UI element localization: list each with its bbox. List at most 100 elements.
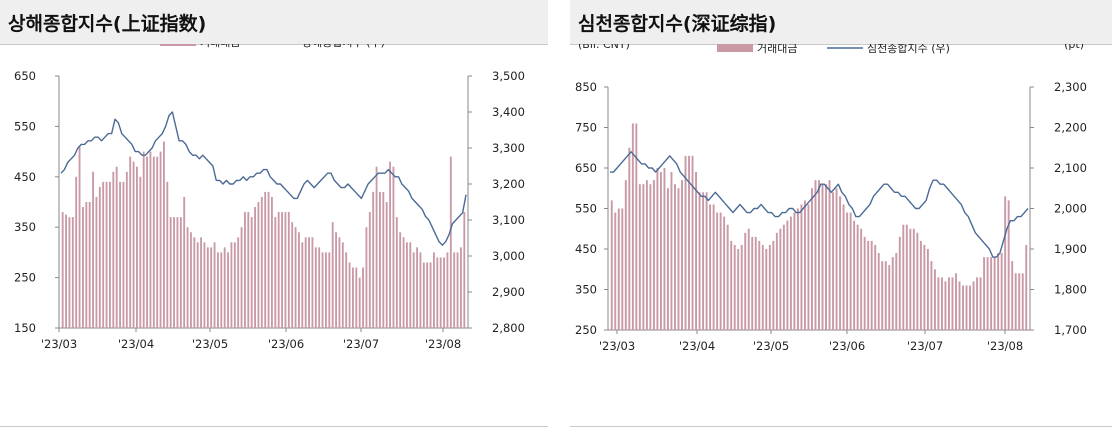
shenzhen-chart-title: 심천종합지수(深证综指) bbox=[578, 13, 777, 35]
shenzhen-x-tick-label: '23/05 bbox=[753, 339, 789, 353]
shenzhen-volume-bar bbox=[979, 277, 982, 330]
shenzhen-left-tick-label: 550 bbox=[575, 202, 597, 216]
shenzhen-volume-bar bbox=[751, 236, 754, 330]
shanghai-volume-bar bbox=[210, 247, 213, 328]
shanghai-left-tick-label: 550 bbox=[14, 119, 36, 133]
shenzhen-right-tick-label: 2,100 bbox=[1054, 161, 1087, 175]
shenzhen-volume-bar bbox=[926, 249, 929, 330]
shanghai-volume-bar bbox=[456, 252, 459, 328]
shanghai-volume-bar bbox=[385, 202, 388, 328]
shenzhen-volume-bar bbox=[744, 232, 747, 330]
shanghai-volume-bar bbox=[318, 247, 321, 328]
shenzhen-volume-bar bbox=[933, 269, 936, 330]
shenzhen-volume-bar bbox=[867, 240, 870, 330]
shenzhen-volume-bar bbox=[807, 204, 810, 330]
shanghai-volume-bar bbox=[449, 156, 452, 328]
shenzhen-left-unit: (Bil. CNY) bbox=[578, 44, 630, 51]
shenzhen-volume-bar bbox=[874, 244, 877, 330]
shanghai-volume-bar bbox=[139, 176, 142, 328]
shanghai-volume-bar bbox=[392, 166, 395, 328]
shanghai-volume-bar bbox=[267, 191, 270, 328]
shanghai-volume-bar bbox=[301, 242, 304, 328]
shanghai-volume-bar bbox=[119, 181, 121, 328]
shenzhen-volume-bar bbox=[737, 249, 740, 330]
shanghai-volume-bar bbox=[422, 262, 425, 328]
shanghai-volume-bar bbox=[453, 252, 456, 328]
shanghai-x-tick-label: '23/03 bbox=[41, 337, 77, 351]
shenzhen-volume-bar bbox=[642, 184, 645, 330]
shanghai-right-tick-label: 3,300 bbox=[492, 141, 525, 155]
shanghai-volume-bar bbox=[146, 156, 148, 328]
shanghai-volume-bar bbox=[314, 247, 317, 328]
shanghai-volume-bar bbox=[345, 252, 348, 328]
shenzhen-volume-bar bbox=[610, 200, 613, 330]
shenzhen-volume-bar bbox=[877, 253, 880, 330]
shanghai-volume-bar bbox=[352, 267, 354, 328]
shenzhen-volume-bar bbox=[726, 224, 729, 330]
shanghai-volume-bar bbox=[406, 242, 408, 328]
shanghai-volume-bar bbox=[412, 252, 415, 328]
shanghai-volume-bar bbox=[169, 217, 172, 328]
shanghai-volume-bar bbox=[341, 242, 344, 328]
shanghai-volume-bar bbox=[257, 202, 260, 328]
shanghai-volume-bar bbox=[98, 186, 101, 328]
shenzhen-bottom-rule bbox=[570, 426, 1112, 427]
shenzhen-volume-bar bbox=[645, 180, 648, 330]
shanghai-volume-bar bbox=[244, 212, 246, 328]
shenzhen-volume-bar bbox=[614, 212, 617, 330]
shenzhen-volume-bar bbox=[1007, 200, 1010, 330]
shenzhen-volume-bar bbox=[733, 244, 736, 330]
shanghai-volume-bar bbox=[260, 196, 263, 328]
shanghai-legend-line-label: 상해종합지수 (우) bbox=[302, 44, 385, 49]
shenzhen-volume-bar bbox=[698, 192, 701, 330]
shanghai-volume-bar bbox=[85, 202, 88, 328]
shenzhen-volume-bar bbox=[621, 208, 624, 330]
shenzhen-volume-bar bbox=[870, 240, 873, 330]
shenzhen-volume-bar bbox=[825, 184, 827, 330]
shanghai-volume-bar bbox=[446, 252, 449, 328]
shenzhen-volume-bar bbox=[888, 265, 891, 330]
shenzhen-volume-bar bbox=[940, 277, 943, 330]
shanghai-volume-bar bbox=[129, 156, 132, 328]
shanghai-volume-bar bbox=[65, 214, 67, 328]
shanghai-right-unit: (pt) bbox=[502, 44, 522, 45]
shanghai-x-tick-label: '23/05 bbox=[192, 337, 228, 351]
shenzhen-left-tick-label: 250 bbox=[575, 323, 597, 337]
shenzhen-volume-bar bbox=[674, 184, 676, 330]
shenzhen-right-tick-label: 1,700 bbox=[1054, 323, 1087, 337]
shanghai-volume-bar bbox=[264, 191, 267, 328]
shenzhen-volume-bar bbox=[842, 204, 845, 330]
shenzhen-volume-bar bbox=[912, 228, 915, 330]
shanghai-volume-bar bbox=[136, 166, 138, 328]
shanghai-volume-bar bbox=[183, 196, 186, 328]
shanghai-volume-bar bbox=[173, 217, 175, 328]
shenzhen-volume-bar bbox=[860, 228, 863, 330]
shenzhen-volume-bar bbox=[638, 184, 641, 330]
shenzhen-x-tick-label: '23/04 bbox=[679, 339, 715, 353]
shanghai-volume-bar bbox=[152, 156, 155, 328]
shenzhen-panel: 심천종합지수(深证综指) (Bil. CNY) (pt) 거래대금 심천종합지수 (우… bbox=[570, 0, 1112, 431]
shenzhen-volume-bar bbox=[796, 208, 799, 330]
shanghai-volume-bar bbox=[122, 181, 125, 328]
shenzhen-volume-bar bbox=[948, 277, 950, 330]
shanghai-panel: 상해종합지수(上证指数) (Bil. CNY) (pt) 거래대금 상해종합지수 (우… bbox=[0, 0, 548, 431]
shenzhen-volume-bar bbox=[695, 172, 698, 330]
shenzhen-volume-bar bbox=[793, 212, 796, 330]
shenzhen-volume-bar bbox=[712, 204, 715, 330]
shanghai-left-unit: (Bil. CNY) bbox=[22, 44, 74, 45]
shenzhen-volume-bar bbox=[758, 240, 761, 330]
shenzhen-left-tick-label: 650 bbox=[575, 161, 597, 175]
shenzhen-volume-bar bbox=[649, 184, 652, 330]
shenzhen-volume-bar bbox=[846, 212, 849, 330]
shenzhen-volume-bar bbox=[965, 285, 968, 330]
shenzhen-volume-bar bbox=[628, 147, 631, 330]
shanghai-volume-bar bbox=[166, 181, 169, 328]
shanghai-volume-bar bbox=[443, 257, 445, 328]
shanghai-right-tick-label: 3,500 bbox=[492, 69, 525, 83]
shenzhen-volume-bar bbox=[691, 155, 694, 330]
shenzhen-x-tick-label: '23/07 bbox=[907, 339, 943, 353]
shenzhen-volume-bar bbox=[1014, 273, 1017, 330]
shenzhen-volume-bar bbox=[828, 180, 831, 330]
shanghai-volume-bar bbox=[68, 217, 71, 328]
shenzhen-volume-bar bbox=[895, 253, 898, 330]
